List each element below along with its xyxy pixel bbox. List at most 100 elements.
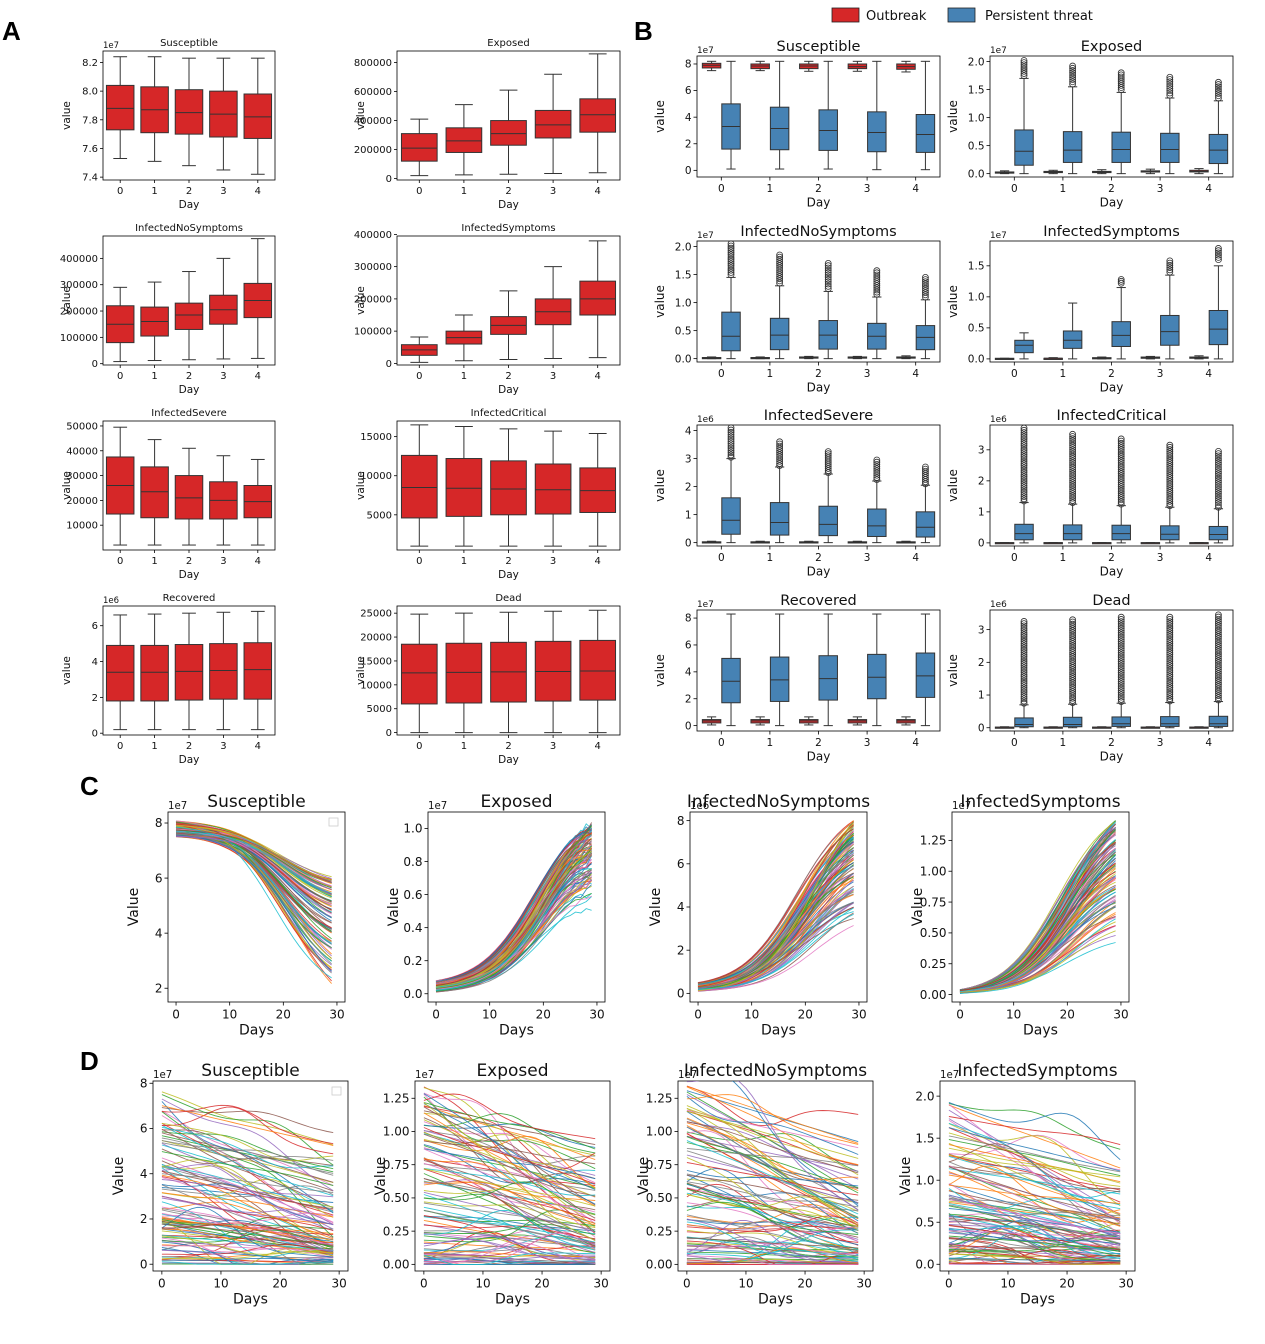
outlier-point bbox=[1117, 474, 1125, 482]
outlier-point bbox=[776, 460, 784, 467]
outlier-point bbox=[1117, 622, 1125, 630]
outlier-point bbox=[1215, 631, 1222, 638]
outlier-point bbox=[873, 460, 881, 468]
box-body bbox=[105, 644, 135, 702]
outlier-point bbox=[1117, 478, 1125, 486]
y-tick-label: 0 bbox=[685, 165, 692, 177]
outlier-point bbox=[776, 279, 784, 287]
outlier-point bbox=[1166, 461, 1174, 469]
outlier-point bbox=[1117, 647, 1125, 654]
outlier-point bbox=[922, 291, 929, 299]
outlier-point bbox=[1020, 59, 1028, 67]
outlier-point bbox=[1069, 620, 1077, 628]
series-line bbox=[697, 834, 854, 984]
x-tick-label: 0 bbox=[683, 1277, 691, 1291]
x-tick-label: 3 bbox=[1157, 737, 1164, 749]
chart-title: InfectedSymptoms bbox=[957, 1061, 1117, 1081]
box-body bbox=[174, 302, 204, 330]
x-tick-label: 0 bbox=[718, 552, 725, 564]
series-line bbox=[161, 1206, 334, 1258]
x-tick-label: 20 bbox=[276, 1008, 291, 1022]
x-tick-label: 20 bbox=[534, 1277, 549, 1291]
outlier-point bbox=[1166, 497, 1174, 505]
y-axis-label: value bbox=[653, 469, 667, 502]
y-axis-label: value bbox=[946, 285, 960, 318]
outlier-point bbox=[1166, 480, 1174, 488]
outlier-point bbox=[1166, 459, 1174, 466]
x-tick-label: 4 bbox=[912, 183, 919, 195]
y-multiplier: 1e7 bbox=[153, 1070, 172, 1081]
outlier-point bbox=[1215, 87, 1222, 95]
y-tick-label: 4 bbox=[685, 425, 692, 437]
x-tick-label: 10 bbox=[1000, 1277, 1015, 1291]
chart-b-infectedcritical: 0 1 2 3 1e6 InfectedCritical 0 1 2 3 4 Day value bbox=[946, 408, 1234, 579]
outlier-point bbox=[1117, 651, 1125, 659]
series-line bbox=[435, 849, 592, 990]
series-line bbox=[948, 1127, 1121, 1172]
chart-d-susceptible: 0 2 4 6 8 1e7 Susceptible 0 10 20 30 Days Value bbox=[111, 1061, 349, 1308]
y-axis-label: value bbox=[653, 285, 667, 318]
series-line bbox=[423, 1105, 596, 1161]
x-tick-label: 10 bbox=[222, 1008, 237, 1022]
outlier-point bbox=[1166, 682, 1174, 689]
chart-title: Exposed bbox=[480, 792, 552, 812]
series-line bbox=[423, 1148, 596, 1222]
x-tick-label: 2 bbox=[815, 737, 822, 749]
series-line bbox=[959, 827, 1116, 991]
chart-title: Exposed bbox=[476, 1061, 548, 1081]
x-tick-label: 30 bbox=[1118, 1277, 1133, 1291]
outlier-point bbox=[1166, 697, 1174, 705]
plot-frame bbox=[152, 1080, 349, 1272]
series-line bbox=[175, 830, 332, 894]
outlier-point bbox=[1215, 78, 1222, 86]
y-tick-label: 400000 bbox=[354, 116, 392, 127]
series-line bbox=[686, 1110, 859, 1166]
plot-frame bbox=[427, 811, 606, 1003]
outlier-point bbox=[1069, 653, 1077, 661]
outlier-point bbox=[727, 451, 735, 459]
x-tick-label: 3 bbox=[220, 186, 226, 197]
box-body bbox=[400, 454, 438, 519]
box-body bbox=[915, 652, 936, 698]
outlier-point bbox=[1117, 616, 1125, 623]
y-tick-label: 6 bbox=[92, 621, 98, 632]
y-tick-label: 1.25 bbox=[920, 834, 947, 848]
outlier-point bbox=[1166, 264, 1174, 271]
x-tick-label: 3 bbox=[1157, 552, 1164, 564]
outlier-point bbox=[824, 264, 832, 272]
outlier-point bbox=[727, 242, 735, 250]
outlier-point bbox=[727, 244, 735, 252]
y-multiplier: 1e7 bbox=[697, 231, 714, 241]
y-tick-label: 8 bbox=[155, 816, 163, 830]
series-line bbox=[161, 1126, 334, 1169]
y-tick-label: 2 bbox=[685, 138, 692, 150]
y-tick-label: 1.5 bbox=[675, 269, 692, 281]
outlier-point bbox=[1117, 687, 1125, 694]
y-tick-label: 8 bbox=[140, 1076, 148, 1090]
series-line bbox=[161, 1222, 334, 1236]
y-tick-label: 8 bbox=[685, 59, 692, 71]
x-axis-label: Day bbox=[807, 565, 831, 579]
chart-title: Susceptible bbox=[201, 1061, 299, 1081]
outlier-point bbox=[1117, 442, 1125, 449]
outlier-point bbox=[1166, 649, 1174, 656]
line-series bbox=[423, 1086, 596, 1265]
chart-title: InfectedSymptoms bbox=[461, 223, 555, 234]
y-tick-label: 0 bbox=[978, 722, 985, 734]
outlier-point bbox=[776, 273, 784, 280]
y-tick-label: 1.0 bbox=[915, 1173, 934, 1187]
outlier-point bbox=[1069, 430, 1077, 438]
x-tick-label: 0 bbox=[416, 556, 422, 567]
outlier-point bbox=[1069, 492, 1077, 500]
y-tick-label: 600000 bbox=[354, 87, 392, 98]
series-line bbox=[731, 1081, 859, 1205]
outlier-point bbox=[1215, 626, 1222, 634]
y-tick-label: 2 bbox=[685, 481, 692, 493]
outlier-point bbox=[1069, 655, 1077, 663]
y-tick-label: 0.0 bbox=[968, 354, 985, 366]
y-tick-label: 1.25 bbox=[646, 1091, 673, 1105]
y-tick-label: 2.0 bbox=[675, 241, 692, 253]
outlier-point bbox=[873, 275, 881, 283]
x-tick-label: 1 bbox=[767, 183, 774, 195]
outlier-point bbox=[1069, 636, 1077, 643]
